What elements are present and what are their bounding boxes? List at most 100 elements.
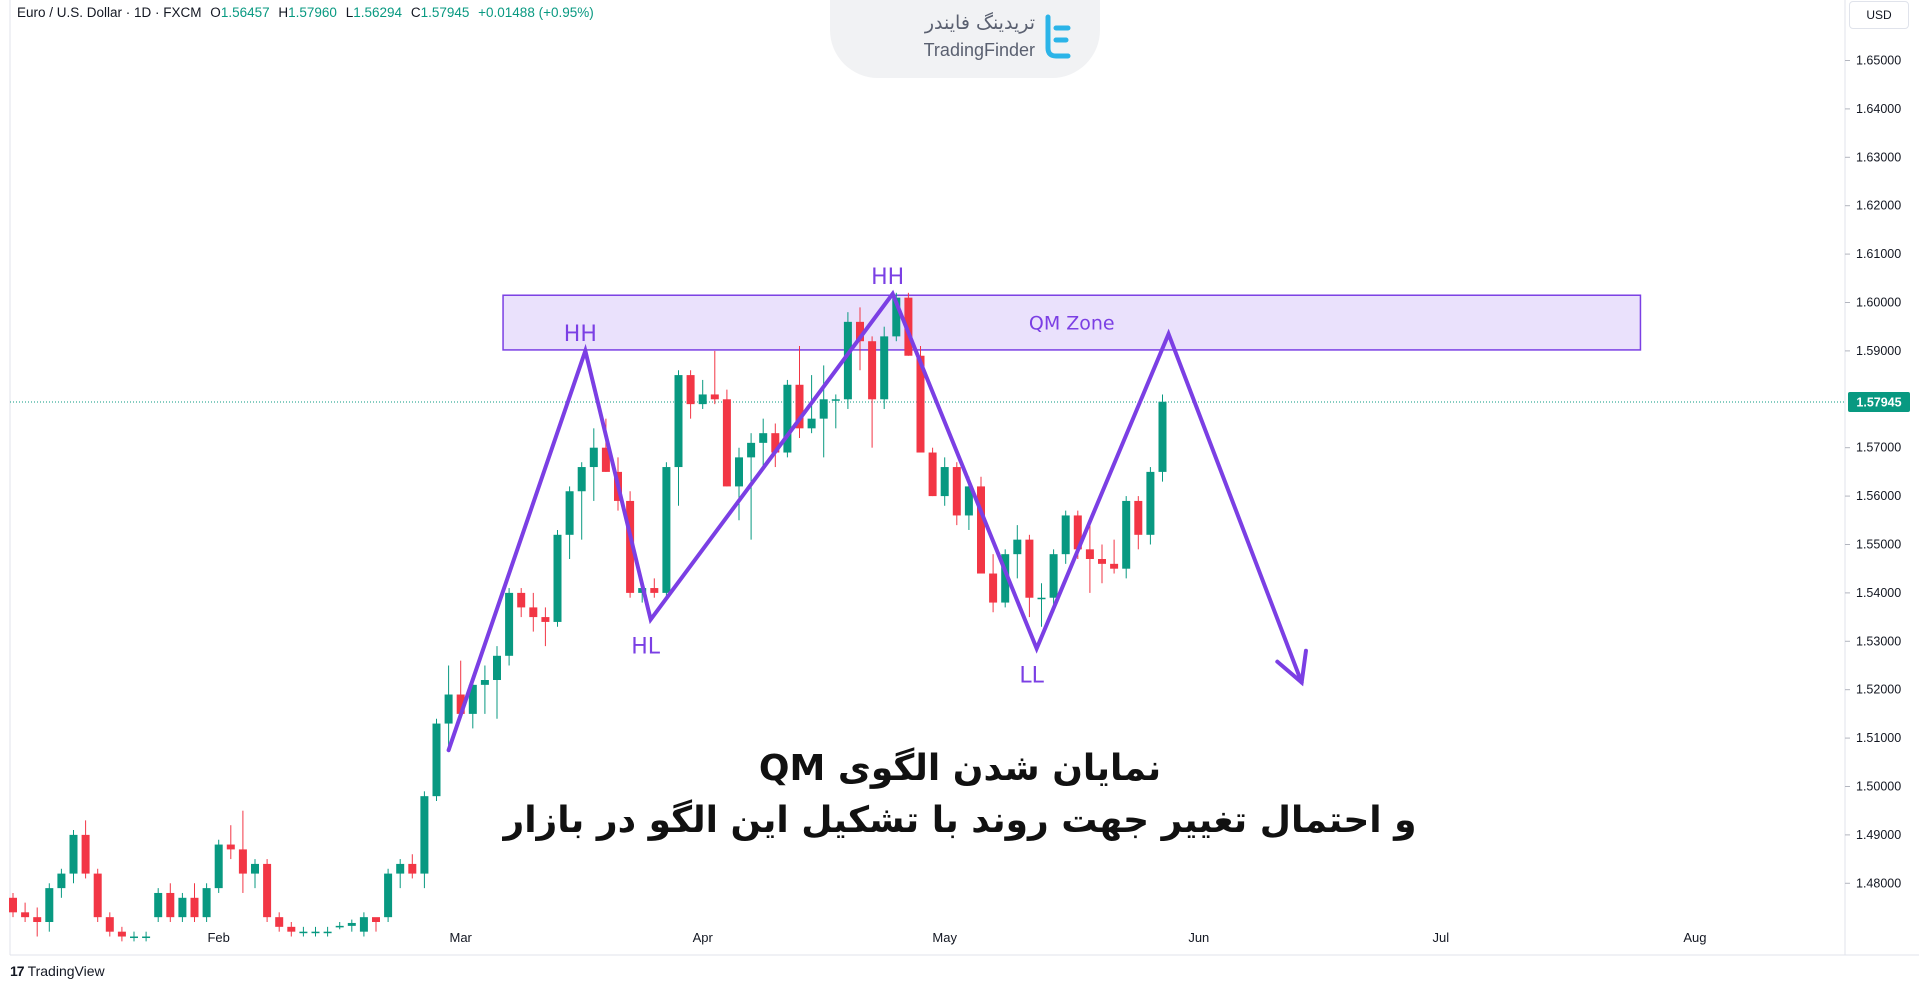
watermark-persian-text: تریدینگ فایندر: [924, 12, 1035, 34]
qm-zone-box: [502, 294, 1642, 351]
candle-body: [674, 375, 683, 468]
swing-label-hl: HL: [631, 635, 661, 660]
candle-body: [1134, 500, 1143, 535]
candles-group: [9, 292, 1167, 942]
candle-body: [202, 888, 211, 918]
candle-body: [686, 375, 695, 405]
candle-body: [456, 694, 465, 714]
candle-body: [626, 500, 635, 593]
candle-body: [1073, 515, 1082, 550]
candle-body: [166, 892, 175, 918]
time-axis-label: Jun: [1188, 930, 1209, 945]
candle-body: [771, 433, 780, 453]
candle-body: [650, 588, 659, 593]
candle-body: [505, 592, 514, 656]
candle-body: [783, 384, 792, 453]
candle-body: [747, 442, 756, 458]
candle-body: [565, 491, 574, 535]
candle-body: [81, 834, 90, 874]
candle-body: [93, 873, 102, 918]
price-tick-label: 1.62000: [1856, 199, 1901, 213]
candle-body: [69, 834, 78, 874]
change-value: +0.01488 (+0.95%): [478, 5, 594, 20]
candle-body: [964, 486, 973, 516]
candle-body: [493, 655, 501, 681]
close-value: 1.57945: [420, 5, 470, 20]
candle-body: [577, 467, 586, 492]
candle-body: [117, 931, 126, 937]
candle-body: [1061, 515, 1070, 555]
time-axis-label: Aug: [1683, 930, 1706, 945]
price-tick-label: 1.51000: [1856, 731, 1901, 745]
candle-body: [130, 936, 138, 939]
candle-body: [868, 341, 877, 400]
candle-body: [468, 684, 477, 714]
candle-body: [359, 917, 368, 932]
watermark-english-text: TradingFinder: [923, 40, 1035, 60]
candle-body: [432, 723, 441, 797]
price-tick-label: 1.61000: [1856, 247, 1901, 261]
time-axis-label: Apr: [693, 930, 714, 945]
candle-body: [311, 931, 320, 934]
candle-body: [1013, 539, 1022, 555]
open-label: O: [210, 5, 221, 20]
candle-body: [1158, 401, 1167, 472]
candle-body: [105, 917, 114, 932]
tradingview-mark-icon: 17: [10, 963, 25, 979]
price-tick-label: 1.59000: [1856, 344, 1901, 358]
price-tick-label: 1.49000: [1856, 828, 1901, 842]
candle-body: [735, 457, 743, 487]
candle-body: [989, 573, 998, 603]
swing-label-hh: HH: [871, 265, 904, 290]
candle-body: [795, 384, 804, 429]
candle-body: [396, 863, 405, 874]
price-tick-label: 1.57000: [1856, 441, 1901, 455]
price-tick-label: 1.56000: [1856, 489, 1901, 503]
candle-body: [1085, 549, 1094, 560]
candle-body: [178, 897, 187, 918]
price-tick-label: 1.65000: [1856, 53, 1901, 67]
candle-body: [251, 863, 259, 874]
tradingfinder-logo-icon: [1045, 14, 1071, 59]
candle-body: [1049, 554, 1058, 598]
qm-pattern-path: [446, 289, 1304, 753]
low-label: L: [345, 5, 354, 20]
symbol-legend: Euro / U.S. Dollar · 1D · FXCM O1.56457 …: [17, 5, 594, 20]
open-value: 1.56457: [220, 5, 270, 20]
candle-body: [480, 680, 489, 685]
candle-body: [33, 917, 42, 922]
tradingview-logo[interactable]: 17 TradingView: [10, 963, 105, 979]
close-label: C: [410, 5, 421, 20]
candle-body: [275, 917, 284, 927]
tradingfinder-watermark: تریدینگ فایندر TradingFinder: [830, 0, 1100, 78]
candle-body: [57, 873, 66, 889]
candle-body: [408, 863, 417, 874]
candle-body: [190, 897, 199, 918]
candle-body: [698, 394, 707, 405]
currency-button[interactable]: USD: [1849, 1, 1909, 29]
time-axis-label: May: [932, 930, 957, 945]
candle-body: [843, 321, 852, 400]
candle-body: [952, 467, 961, 516]
current-price-label: 1.57945: [1856, 395, 1901, 409]
candle-body: [9, 897, 17, 913]
candle-body: [444, 694, 453, 724]
symbol-name: Euro / U.S. Dollar · 1D · FXCM: [17, 5, 202, 20]
candle-body: [372, 917, 380, 922]
high-value: 1.57960: [288, 5, 337, 20]
candle-body: [759, 433, 768, 443]
candle-body: [916, 355, 925, 453]
candle-body: [662, 467, 671, 593]
candle-body: [831, 399, 840, 401]
time-axis-label: Feb: [207, 930, 229, 945]
candle-body: [1098, 559, 1106, 564]
candle-body: [928, 452, 937, 497]
tradingview-brand: TradingView: [27, 963, 105, 979]
price-tick-label: 1.55000: [1856, 537, 1901, 551]
candle-body: [977, 486, 985, 574]
candle-body: [517, 592, 526, 608]
candle-body: [541, 617, 550, 622]
candle-body: [1037, 597, 1046, 600]
candle-body: [287, 926, 296, 932]
